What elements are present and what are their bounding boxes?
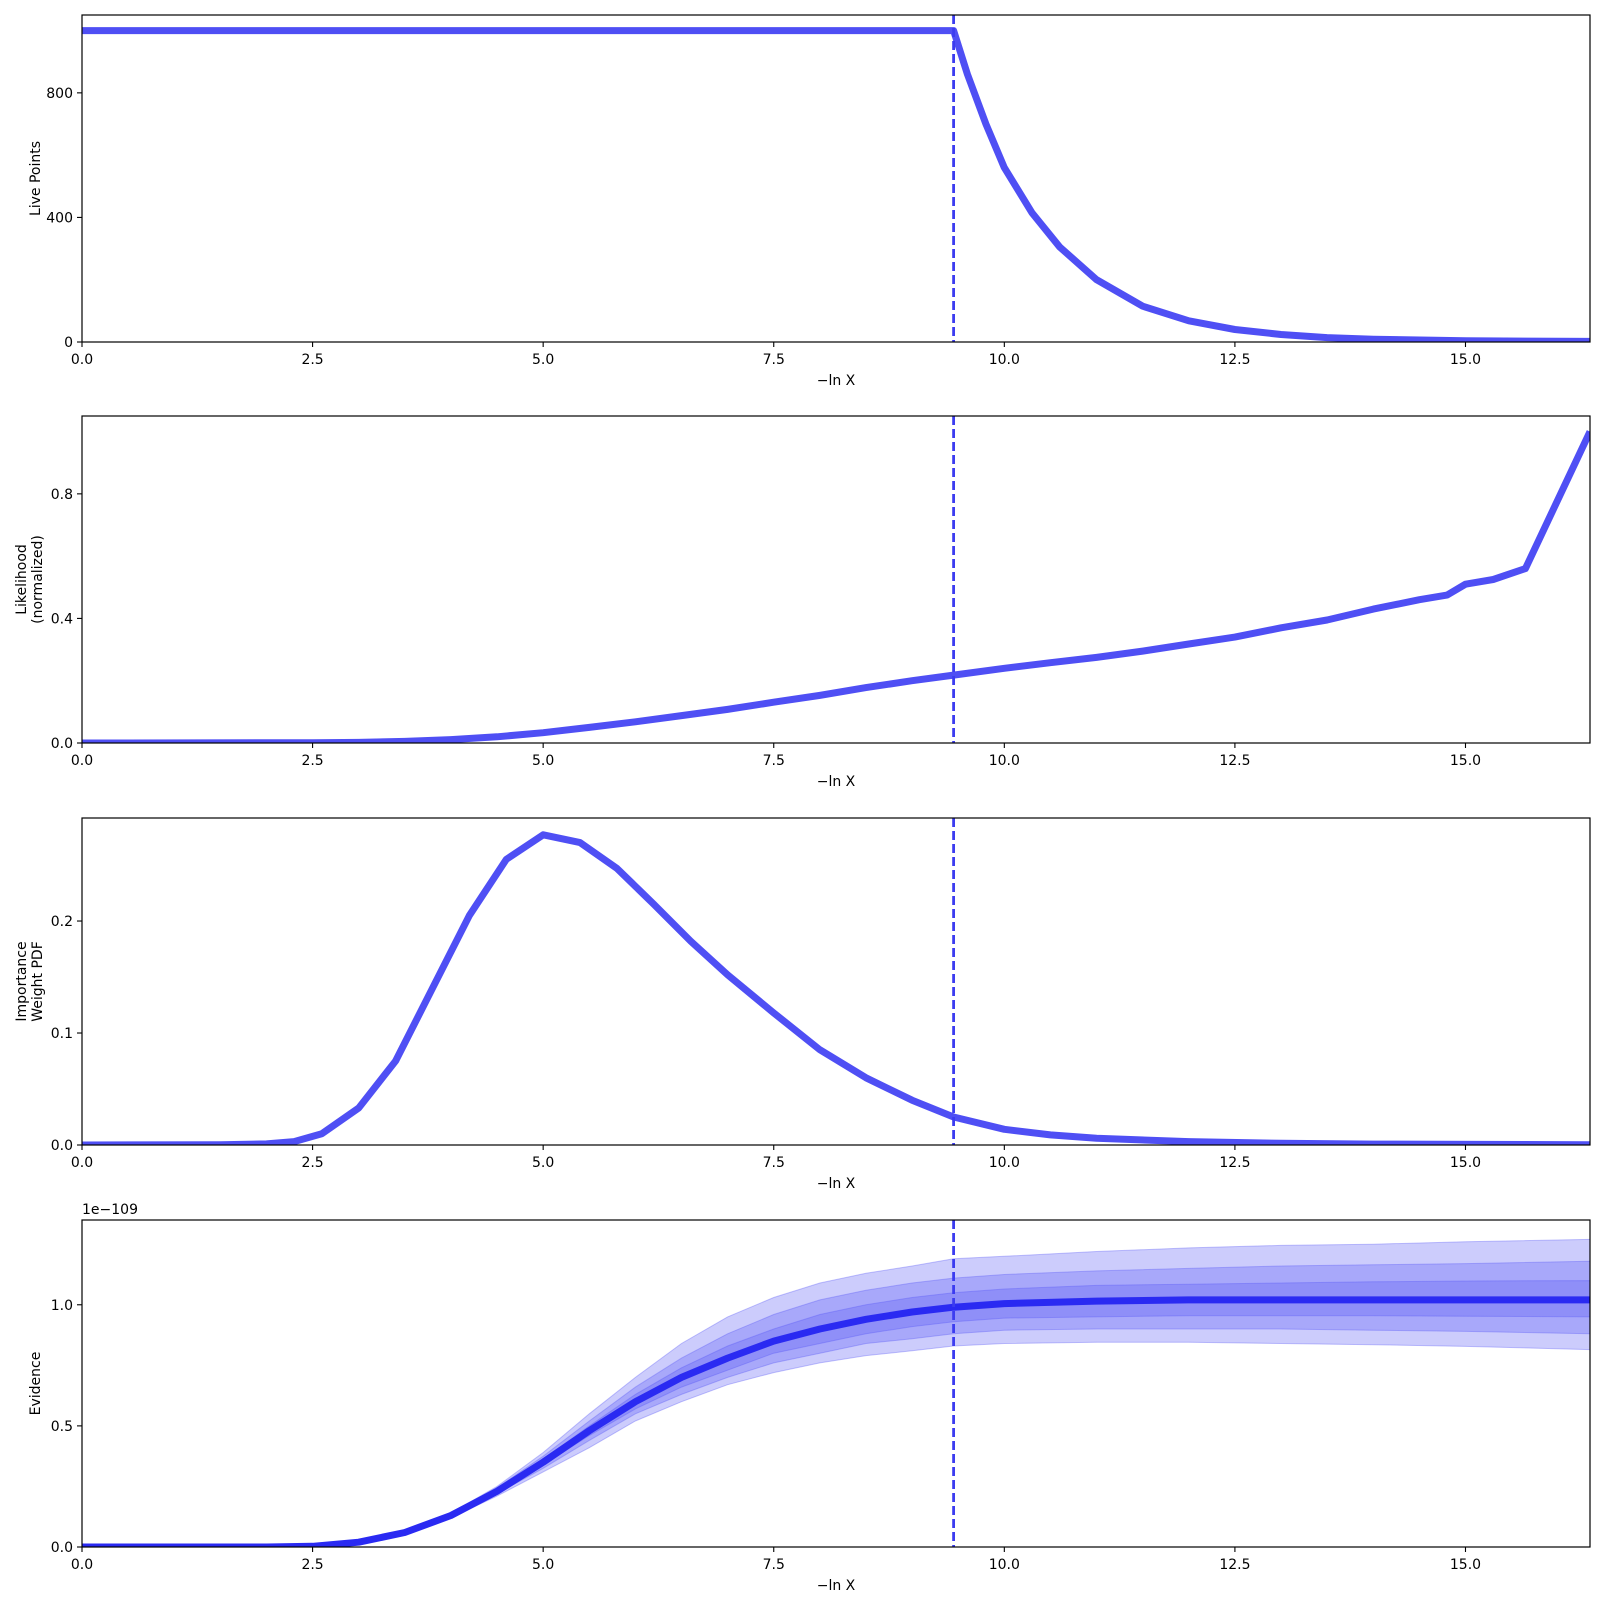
x-tick-label: 0.0	[71, 753, 93, 769]
x-tick-label: 2.5	[301, 1155, 323, 1171]
plot-area	[82, 818, 1590, 1145]
plot-area	[82, 416, 1590, 743]
y-axis-label: Likelihood(normalized)	[14, 535, 46, 624]
axes-frame	[81, 817, 1591, 1146]
x-tick-label: 0.0	[71, 1557, 93, 1573]
y-axis-label: Evidence	[28, 1352, 44, 1416]
y-tick-label: 0.0	[51, 1138, 73, 1154]
axes-frame	[81, 415, 1591, 744]
y-axis-label: Live Points	[28, 141, 44, 216]
x-tick-label: 12.5	[1219, 1155, 1250, 1171]
evidence-band-1	[82, 1238, 1590, 1547]
y-axis-label: ImportanceWeight PDF	[14, 941, 46, 1022]
y-tick-label: 1.0	[51, 1298, 73, 1314]
x-tick-label: 5.0	[532, 352, 554, 368]
y-tick-label: 0.4	[51, 611, 73, 627]
x-tick-label: 15.0	[1450, 753, 1481, 769]
x-tick-label: 10.0	[989, 1557, 1020, 1573]
series-line-1	[82, 27, 1590, 342]
x-tick-label: 2.5	[301, 1557, 323, 1573]
x-axis-label: −ln X	[817, 774, 856, 790]
x-tick-label: 5.0	[532, 1155, 554, 1171]
y-offset-text: 1e−109	[82, 1202, 138, 1218]
axes-frame	[81, 14, 1591, 343]
x-tick-label: 12.5	[1219, 753, 1250, 769]
evidence-median-line	[82, 1296, 1590, 1547]
y-tick-label: 0	[64, 335, 73, 351]
x-tick-label: 15.0	[1450, 352, 1481, 368]
axes-frame	[81, 1219, 1591, 1548]
x-tick-label: 10.0	[989, 753, 1020, 769]
x-axis-label: −ln X	[817, 373, 856, 389]
x-tick-label: 0.0	[71, 1155, 93, 1171]
x-tick-label: 0.0	[71, 352, 93, 368]
x-tick-label: 10.0	[989, 352, 1020, 368]
evidence-band-3	[82, 1280, 1590, 1547]
subplot-2: 0.0 2.5 5.0 7.5 10.0 12.5 15.0 0.0 0.4 0.8 −ln X Li…	[14, 415, 1591, 790]
y-tick-label: 400	[46, 210, 73, 226]
x-tick-label: 7.5	[763, 352, 785, 368]
series-line-1	[82, 430, 1590, 743]
y-tick-label: 0.1	[51, 1026, 73, 1042]
subplot-4: 0.0 2.5 5.0 7.5 10.0 12.5 15.0 0.0 0.5 1.0 −ln X Ev…	[28, 1202, 1591, 1594]
x-axis-label: −ln X	[817, 1176, 856, 1192]
y-tick-label: 0.2	[51, 914, 73, 930]
subplot-3: 0.0 2.5 5.0 7.5 10.0 12.5 15.0 0.0 0.1 0.2 −ln X Im…	[14, 817, 1591, 1192]
series-line-1	[82, 831, 1590, 1145]
plot-area	[82, 1220, 1590, 1547]
x-axis-label: −ln X	[817, 1578, 856, 1594]
y-tick-label: 0.0	[51, 736, 73, 752]
y-tick-label: 0.0	[51, 1540, 73, 1556]
x-tick-label: 7.5	[763, 1155, 785, 1171]
evidence-band-2	[82, 1260, 1590, 1547]
x-tick-label: 5.0	[532, 753, 554, 769]
x-tick-label: 5.0	[532, 1557, 554, 1573]
x-tick-label: 15.0	[1450, 1155, 1481, 1171]
y-tick-label: 0.8	[51, 487, 73, 503]
x-tick-label: 12.5	[1219, 352, 1250, 368]
x-tick-label: 10.0	[989, 1155, 1020, 1171]
x-tick-label: 2.5	[301, 753, 323, 769]
x-tick-label: 7.5	[763, 753, 785, 769]
subplot-1: 0.0 2.5 5.0 7.5 10.0 12.5 15.0 0 400 800 −ln X Live…	[28, 14, 1591, 389]
y-tick-label: 0.5	[51, 1419, 73, 1435]
x-tick-label: 7.5	[763, 1557, 785, 1573]
x-tick-label: 15.0	[1450, 1557, 1481, 1573]
x-tick-label: 2.5	[301, 352, 323, 368]
y-tick-label: 800	[46, 86, 73, 102]
x-tick-label: 12.5	[1219, 1557, 1250, 1573]
plot-area	[82, 15, 1590, 342]
